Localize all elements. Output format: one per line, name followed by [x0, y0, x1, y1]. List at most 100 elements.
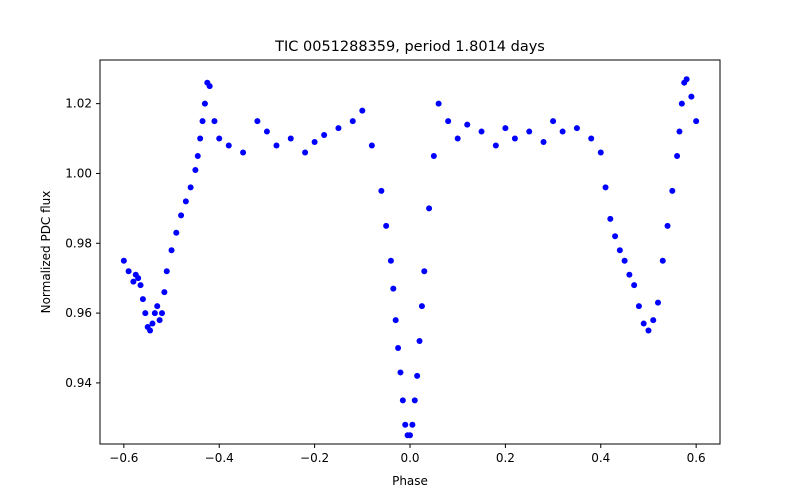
data-point — [688, 93, 695, 100]
data-point — [511, 135, 518, 142]
x-tick-label: −0.6 — [109, 451, 138, 465]
data-point — [411, 397, 418, 404]
data-point — [397, 369, 404, 376]
data-point — [182, 198, 189, 205]
data-point — [631, 282, 638, 289]
plot-frame — [99, 59, 721, 445]
y-tick-label: 0.96 — [65, 306, 92, 320]
x-tick-label: 0.6 — [687, 451, 706, 465]
data-point — [287, 135, 294, 142]
data-point — [206, 83, 213, 90]
data-point — [321, 132, 328, 139]
data-point — [151, 310, 158, 317]
data-point — [335, 125, 342, 132]
data-point — [478, 128, 485, 135]
x-tick-label: 0.0 — [400, 451, 419, 465]
data-point — [254, 118, 261, 125]
data-point — [635, 303, 642, 310]
data-point — [683, 76, 690, 83]
data-point — [139, 296, 146, 303]
data-point — [137, 282, 144, 289]
data-point — [149, 320, 156, 327]
data-point — [607, 215, 614, 222]
data-point — [435, 100, 442, 107]
data-point — [142, 310, 149, 317]
data-point — [445, 118, 452, 125]
y-axis-label: Normalized PDC flux — [39, 191, 53, 314]
plot-area — [100, 60, 720, 444]
data-point — [302, 149, 309, 156]
data-point — [416, 338, 423, 345]
data-point — [161, 289, 168, 296]
data-point — [390, 285, 397, 292]
data-point — [612, 233, 619, 240]
y-tick-label: 1.00 — [65, 166, 92, 180]
data-point — [418, 303, 425, 310]
data-point — [678, 100, 685, 107]
data-point — [502, 125, 509, 132]
data-point — [693, 118, 700, 125]
data-point — [559, 128, 566, 135]
data-point — [526, 128, 533, 135]
data-point — [492, 142, 499, 149]
x-tick-label: 0.2 — [496, 451, 515, 465]
data-point — [387, 257, 394, 264]
chart-title: TIC 0051288359, period 1.8014 days — [274, 39, 545, 55]
data-point — [540, 139, 547, 146]
data-point — [194, 153, 201, 159]
data-point — [368, 142, 375, 149]
y-tick-label: 0.94 — [65, 376, 92, 390]
data-point — [676, 128, 683, 135]
data-point — [550, 118, 557, 125]
data-point — [240, 149, 247, 156]
data-point — [402, 421, 409, 428]
data-point — [655, 299, 661, 306]
data-point — [621, 257, 628, 264]
data-point — [187, 184, 194, 191]
data-point — [407, 432, 413, 439]
data-point — [159, 310, 165, 317]
data-point — [192, 166, 199, 173]
y-tick-label: 1.02 — [65, 97, 92, 111]
data-point — [197, 135, 204, 142]
data-point — [178, 212, 185, 219]
data-point — [383, 222, 390, 229]
data-point — [211, 118, 218, 125]
data-point — [616, 247, 623, 254]
data-point — [392, 317, 399, 324]
data-point — [273, 142, 280, 149]
data-point — [645, 327, 652, 334]
data-point — [650, 317, 657, 324]
data-point — [640, 320, 647, 327]
data-point — [597, 149, 604, 156]
data-point — [147, 327, 154, 334]
y-axis-ticks: 0.94 0.96 0.98 1.00 1.02 — [65, 97, 100, 390]
data-point — [120, 257, 127, 264]
x-tick-label: 0.4 — [591, 451, 610, 465]
data-point — [201, 100, 208, 107]
data-point — [626, 271, 633, 278]
data-point — [349, 118, 356, 125]
data-point — [399, 397, 406, 404]
data-point — [573, 125, 580, 132]
data-point — [421, 268, 428, 275]
data-point — [311, 139, 318, 146]
data-point — [588, 135, 595, 142]
data-point — [426, 205, 433, 212]
data-point — [414, 372, 421, 379]
x-axis-ticks: −0.6 −0.4 −0.2 0.0 0.2 0.4 0.6 — [109, 444, 706, 465]
data-point — [163, 268, 170, 275]
data-point — [225, 142, 232, 149]
data-point — [154, 303, 161, 310]
data-point — [263, 128, 270, 135]
y-tick-label: 0.98 — [65, 236, 92, 250]
data-point — [359, 107, 366, 114]
data-point — [464, 121, 471, 128]
data-point — [669, 187, 676, 194]
data-point — [173, 229, 180, 236]
data-point — [156, 317, 163, 324]
x-tick-label: −0.2 — [300, 451, 329, 465]
data-point — [130, 278, 137, 285]
data-point — [395, 345, 402, 351]
data-point — [659, 257, 666, 264]
